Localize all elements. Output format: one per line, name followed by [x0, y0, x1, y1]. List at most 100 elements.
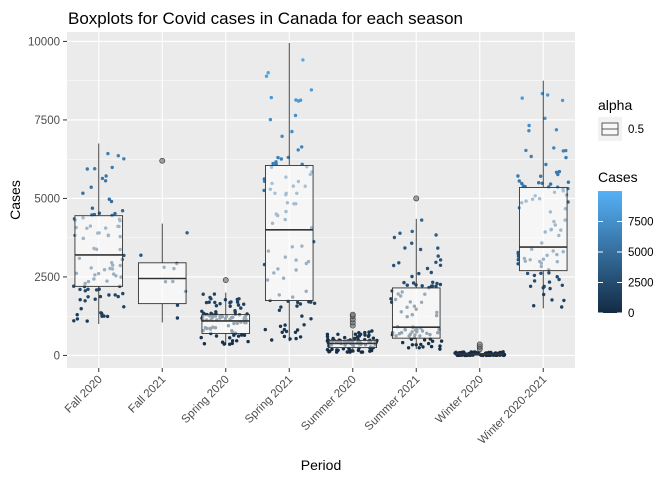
data-point — [438, 344, 442, 348]
data-point — [298, 335, 303, 339]
data-point — [106, 151, 110, 156]
data-point — [429, 344, 434, 349]
data-point — [402, 280, 406, 285]
data-point — [422, 338, 427, 342]
plot-panel — [67, 32, 575, 368]
data-point — [262, 188, 266, 193]
data-point — [233, 309, 237, 313]
data-point — [417, 346, 421, 350]
boxplots — [74, 42, 568, 356]
data-point — [403, 246, 407, 250]
data-point — [230, 341, 234, 346]
data-point — [116, 154, 121, 158]
y-axis: 0 2500 5000 7500 10000 — [28, 36, 67, 362]
data-point — [525, 271, 530, 276]
data-point — [277, 308, 282, 312]
box — [74, 215, 124, 287]
data-point — [212, 292, 217, 296]
data-point — [296, 148, 300, 152]
data-point — [220, 340, 225, 344]
data-point — [175, 303, 180, 307]
data-point — [547, 280, 552, 284]
data-point — [240, 333, 244, 337]
data-point — [75, 313, 79, 317]
data-point — [280, 330, 284, 334]
data-point — [86, 295, 90, 299]
data-point — [410, 343, 415, 347]
colorbar-tick-label: 0 — [628, 308, 634, 320]
outlier-point — [476, 341, 483, 348]
data-point — [343, 335, 347, 340]
data-point — [298, 302, 303, 306]
data-point — [335, 350, 339, 354]
data-point — [405, 283, 409, 287]
data-point — [97, 211, 102, 215]
data-point — [367, 333, 371, 337]
data-point — [235, 339, 239, 343]
x-tick-label: Winter 2020 — [434, 374, 486, 426]
data-point — [104, 174, 108, 178]
data-point — [302, 323, 306, 327]
data-point — [113, 293, 117, 297]
data-point — [561, 149, 565, 153]
data-point — [122, 305, 126, 309]
data-point — [431, 280, 435, 284]
data-point — [539, 174, 543, 178]
data-point — [79, 307, 83, 311]
data-point — [363, 333, 367, 337]
data-point — [555, 275, 559, 279]
data-point — [237, 297, 241, 301]
data-point — [90, 206, 95, 210]
data-point — [200, 309, 204, 313]
data-point — [435, 281, 439, 286]
data-point — [105, 314, 110, 319]
data-point — [537, 181, 541, 185]
data-point — [282, 334, 287, 339]
data-point — [83, 299, 87, 303]
data-point — [122, 157, 126, 161]
colorbar-tick-label: 7500 — [628, 217, 654, 229]
box — [518, 186, 568, 272]
data-point — [282, 327, 287, 332]
data-point — [439, 339, 444, 343]
data-point — [199, 335, 203, 340]
data-point — [294, 336, 298, 341]
y-axis-title: Cases — [7, 180, 23, 220]
data-point — [552, 146, 556, 150]
data-point — [564, 148, 568, 153]
data-point — [359, 350, 363, 354]
legend-cases-title: Cases — [598, 169, 638, 185]
data-point — [228, 336, 232, 340]
data-point — [218, 302, 222, 306]
data-point — [406, 346, 411, 350]
data-point — [122, 253, 126, 258]
data-point — [528, 284, 533, 288]
data-point — [345, 350, 349, 354]
data-point — [420, 284, 424, 288]
data-point — [520, 96, 524, 100]
data-point — [353, 332, 358, 336]
outlier-point — [349, 311, 356, 318]
x-axis-title: Period — [301, 457, 341, 473]
data-point — [438, 282, 443, 287]
legend-cases-ticks: 0 2500 5000 7500 — [598, 217, 654, 320]
data-point — [300, 145, 304, 149]
data-point — [410, 241, 414, 245]
data-point — [110, 165, 114, 170]
data-point — [202, 342, 207, 346]
data-point — [236, 334, 241, 338]
data-point — [102, 314, 106, 318]
data-point — [86, 287, 90, 291]
data-point — [214, 304, 219, 308]
data-point — [85, 319, 89, 323]
data-point — [78, 298, 82, 302]
data-point — [113, 211, 117, 216]
data-point — [295, 328, 300, 332]
data-point — [294, 98, 298, 102]
data-point — [116, 294, 120, 299]
data-point — [99, 311, 103, 315]
data-point — [420, 218, 424, 222]
box — [264, 165, 314, 301]
data-point — [438, 258, 443, 262]
data-point — [436, 246, 440, 250]
